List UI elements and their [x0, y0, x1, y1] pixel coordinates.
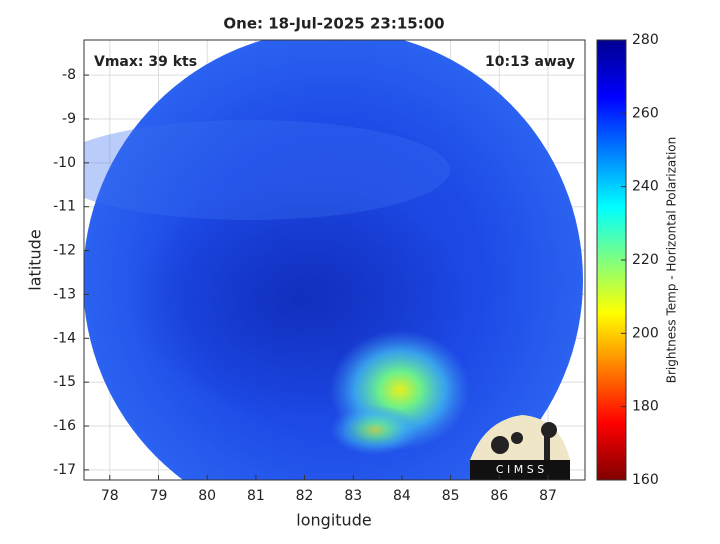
x-tick-label: 80	[198, 488, 216, 504]
x-tick-label: 81	[247, 488, 265, 504]
colorbar-tick-label: 280	[632, 32, 659, 48]
chart-title: One: 18-Jul-2025 23:15:00	[223, 15, 444, 33]
y-tick-label: -12	[53, 243, 76, 259]
x-tick-label: 78	[101, 488, 119, 504]
annotation: Vmax: 39 kts	[94, 54, 197, 70]
x-axis-label: longitude	[296, 511, 371, 530]
x-tick-label: 84	[393, 488, 411, 504]
y-tick-label: -10	[53, 155, 76, 171]
satellite-image	[84, 40, 583, 480]
colorbar-tick-label: 240	[632, 179, 659, 195]
y-tick-label: -16	[53, 418, 76, 434]
x-tick-label: 83	[344, 488, 362, 504]
x-tick-label: 82	[296, 488, 314, 504]
colorbar-tick-label: 180	[632, 399, 659, 415]
y-tick-label: -14	[53, 330, 76, 346]
colorbar-tick-label: 220	[632, 252, 659, 268]
y-tick-label: -15	[53, 374, 76, 390]
x-tick-label: 79	[150, 488, 168, 504]
y-tick-label: -11	[53, 199, 76, 215]
plot-frame	[83, 39, 586, 481]
y-tick-label: -8	[62, 67, 76, 83]
colorbar-tick-label: 260	[632, 105, 659, 121]
logo-text: C I M S S	[496, 463, 544, 476]
x-tick-label: 86	[490, 488, 508, 504]
y-tick-label: -17	[53, 462, 76, 478]
colorbar-tick-label: 160	[632, 472, 659, 488]
x-tick-label: 87	[539, 488, 557, 504]
annotation: 10:13 away	[485, 54, 575, 70]
x-tick-label: 85	[442, 488, 460, 504]
colorbar-label: Brightness Temp - Horizontal Polarizatio…	[665, 137, 679, 384]
colorbar-tick-label: 200	[632, 325, 659, 341]
y-tick-label: -9	[62, 111, 76, 127]
y-axis-label: latitude	[26, 229, 45, 290]
y-tick-label: -13	[53, 286, 76, 302]
cimss-logo: C I M S S	[470, 415, 570, 480]
